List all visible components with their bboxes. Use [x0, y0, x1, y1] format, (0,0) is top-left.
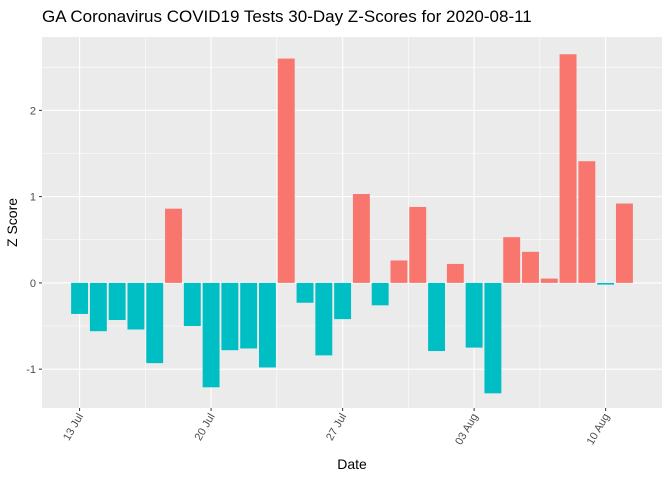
bar-2020-08-01 — [428, 282, 445, 352]
bar-2020-07-16 — [127, 282, 145, 330]
x-tick-label: 03 Aug — [453, 412, 481, 448]
y-tick-label: -1 — [26, 364, 36, 376]
x-axis-title: Date — [337, 456, 367, 472]
bar-2020-07-15 — [108, 282, 126, 320]
bar-2020-08-03 — [465, 282, 483, 348]
bar-2020-08-11 — [615, 203, 633, 283]
y-tick-label: 0 — [30, 278, 36, 290]
bar-2020-08-10 — [597, 282, 615, 285]
x-axis: 13 Jul 20 Jul 27 Jul 03 Aug 10 Aug — [61, 408, 612, 447]
bar-2020-08-02 — [446, 263, 464, 283]
bar-2020-07-20 — [202, 282, 220, 388]
bar-2020-07-18 — [165, 208, 182, 283]
bar-2020-07-14 — [89, 282, 107, 332]
x-tick-label: 13 Jul — [61, 412, 86, 443]
x-tick-label: 27 Jul — [324, 412, 349, 443]
bar-2020-08-04 — [484, 282, 502, 394]
bar-2020-07-30 — [390, 260, 408, 283]
bar-2020-07-26 — [315, 282, 333, 356]
bar-2020-08-07 — [540, 278, 558, 283]
bar-2020-08-08 — [559, 54, 577, 283]
bar-2020-07-27 — [334, 282, 352, 320]
bar-2020-07-25 — [296, 282, 314, 303]
x-tick-label: 10 Aug — [585, 412, 613, 448]
grid-lines — [42, 37, 662, 408]
bar-2020-07-23 — [259, 282, 276, 368]
bar-2020-07-24 — [277, 58, 295, 283]
bar-2020-08-09 — [578, 161, 596, 283]
bar-2020-08-06 — [522, 251, 539, 283]
bar-2020-07-17 — [146, 282, 164, 364]
bar-2020-07-22 — [240, 282, 258, 349]
x-tick-label: 20 Jul — [193, 412, 218, 443]
bar-2020-07-31 — [409, 206, 427, 283]
bar-2020-07-19 — [183, 282, 201, 327]
y-tick-label: 1 — [30, 192, 36, 204]
bar-2020-08-05 — [503, 237, 521, 283]
bars — [71, 54, 633, 394]
chart-title: GA Coronavirus COVID19 Tests 30-Day Z-Sc… — [42, 7, 532, 26]
y-tick-label: 2 — [30, 105, 36, 117]
bar-2020-07-13 — [71, 282, 89, 314]
y-axis: -1 0 1 2 — [26, 105, 42, 376]
bar-2020-07-21 — [221, 282, 239, 351]
bar-2020-07-28 — [352, 194, 370, 283]
y-axis-title: Z Score — [4, 198, 20, 247]
bar-2020-07-29 — [371, 282, 389, 306]
